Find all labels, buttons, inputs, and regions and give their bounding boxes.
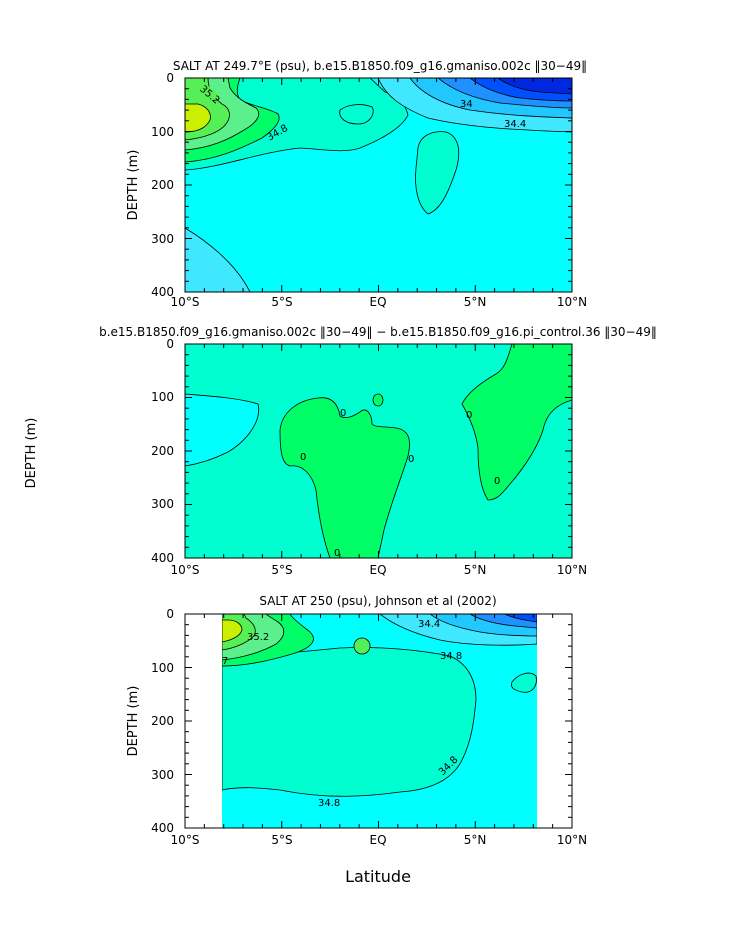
panel-2-ytick-0: 0	[166, 337, 174, 351]
panel-3-xtick-5N: 5°N	[464, 833, 487, 847]
panel-1-ytick-400: 400	[151, 285, 174, 299]
panel-3-ytick-100: 100	[151, 661, 174, 675]
panel-1-contour-label-34.4: 34.4	[504, 119, 526, 130]
panel-1-xtick-5S: 5°S	[271, 295, 292, 309]
panel-3-contour-35.6	[222, 619, 243, 643]
panel-1-title: SALT AT 249.7°E (psu), b.e15.B1850.f09_g…	[173, 59, 587, 73]
panel-2-ticks	[184, 343, 573, 559]
panel-3-contour-label-max: 7	[222, 656, 228, 667]
panel-3-contour-33.8	[504, 614, 537, 623]
panel-1-xtick-5N: 5°N	[464, 295, 487, 309]
panel-2-xtick-eq: EQ	[369, 563, 386, 577]
panel-3-contour-label-34.4: 34.4	[418, 619, 440, 630]
panel-2-ytick-300: 300	[151, 497, 174, 511]
panel-1-contour-35.4	[185, 103, 211, 133]
panel-1-ytick-200: 200	[151, 178, 174, 192]
panel-3-xtick-10S: 10°S	[171, 833, 200, 847]
panel-1-xtick-10S: 10°S	[171, 295, 200, 309]
panel-2-field: 0 0 0 0 0 0	[185, 344, 572, 559]
panel-3-ytick-400: 400	[151, 821, 174, 835]
panel-3-ytick-300: 300	[151, 768, 174, 782]
panel-2-ylabel: DEPTH (m)	[24, 418, 39, 489]
panel-2-contour-label-2: 0	[300, 452, 306, 463]
panel-2-ytick-200: 200	[151, 444, 174, 458]
panel-2-contour-label-4: 0	[334, 548, 340, 559]
panel-3-xtick-eq: EQ	[369, 833, 386, 847]
panel-2-xtick-5S: 5°S	[271, 563, 292, 577]
panel-3-ytick-200: 200	[151, 714, 174, 728]
panel-2-contour-label-1: 0	[340, 408, 346, 419]
panel-1-northern-bubble	[415, 131, 460, 215]
panel-2-ytick-100: 100	[151, 390, 174, 404]
panel-3-ytick-0: 0	[166, 607, 174, 621]
panel-2-positive-center	[279, 397, 410, 558]
panel-2-xtick-10N: 10°N	[557, 563, 587, 577]
panel-3-ylabel: DEPTH (m)	[126, 686, 141, 757]
panel-3-contour-label-35.2: 35.2	[247, 632, 269, 643]
panel-3-contour-label-34.8a: 34.8	[440, 651, 462, 662]
panel-2-negative-region	[185, 393, 260, 467]
panel-3-xtick-5S: 5°S	[271, 833, 292, 847]
panel-2-contour-label-6: 0	[494, 476, 500, 487]
panel-1-label-bg	[197, 81, 219, 103]
panel-2-title: b.e15.B1850.f09_g16.gmaniso.002c ‖30−49‖…	[99, 325, 657, 339]
panel-1-ticks	[184, 77, 573, 293]
panel-3-contour-34.8	[222, 647, 477, 797]
panel-3-ticks	[184, 613, 573, 829]
panel-3-field: 35.2 34.4 34.8 34.8 34.8 7	[222, 614, 537, 828]
panel-3-title: SALT AT 250 (psu), Johnson et al (2002)	[259, 594, 496, 608]
panel-3: SALT AT 250 (psu), Johnson et al (2002) …	[126, 594, 587, 847]
panel-1-contour-33.6	[497, 78, 572, 95]
panel-3-contour-label-34.8c: 34.8	[318, 798, 340, 809]
panel-2-xtick-5N: 5°N	[464, 563, 487, 577]
panel-3-xtick-10N: 10°N	[557, 833, 587, 847]
panel-2-small-positive	[372, 393, 384, 407]
panel-1-ylabel: DEPTH (m)	[126, 150, 141, 221]
panel-1-contour-label-34: 34	[460, 99, 473, 110]
panel-2-contour-label-5: 0	[466, 410, 472, 421]
panel-2-xtick-10S: 10°S	[171, 563, 200, 577]
panel-1-xtick-10N: 10°N	[557, 295, 587, 309]
panel-1-ytick-100: 100	[151, 125, 174, 139]
panel-1-field: 35.2 34.8 34 34.4	[185, 78, 572, 292]
panel-1-xtick-eq: EQ	[369, 295, 386, 309]
panel-2-ytick-400: 400	[151, 551, 174, 565]
panel-2-contour-label-3: 0	[408, 454, 414, 465]
panel-2-positive-north	[461, 344, 572, 501]
panel-1-ytick-300: 300	[151, 232, 174, 246]
panel-2: b.e15.B1850.f09_g16.gmaniso.002c ‖30−49‖…	[24, 325, 657, 577]
panel-1-equatorial-bubble	[339, 104, 374, 125]
panel-3-northern-blob	[511, 672, 537, 693]
x-axis-label: Latitude	[345, 867, 411, 886]
panel-1-ytick-0: 0	[166, 71, 174, 85]
panel-3-small-blob	[353, 637, 371, 655]
panel-1: SALT AT 249.7°E (psu), b.e15.B1850.f09_g…	[126, 59, 587, 309]
